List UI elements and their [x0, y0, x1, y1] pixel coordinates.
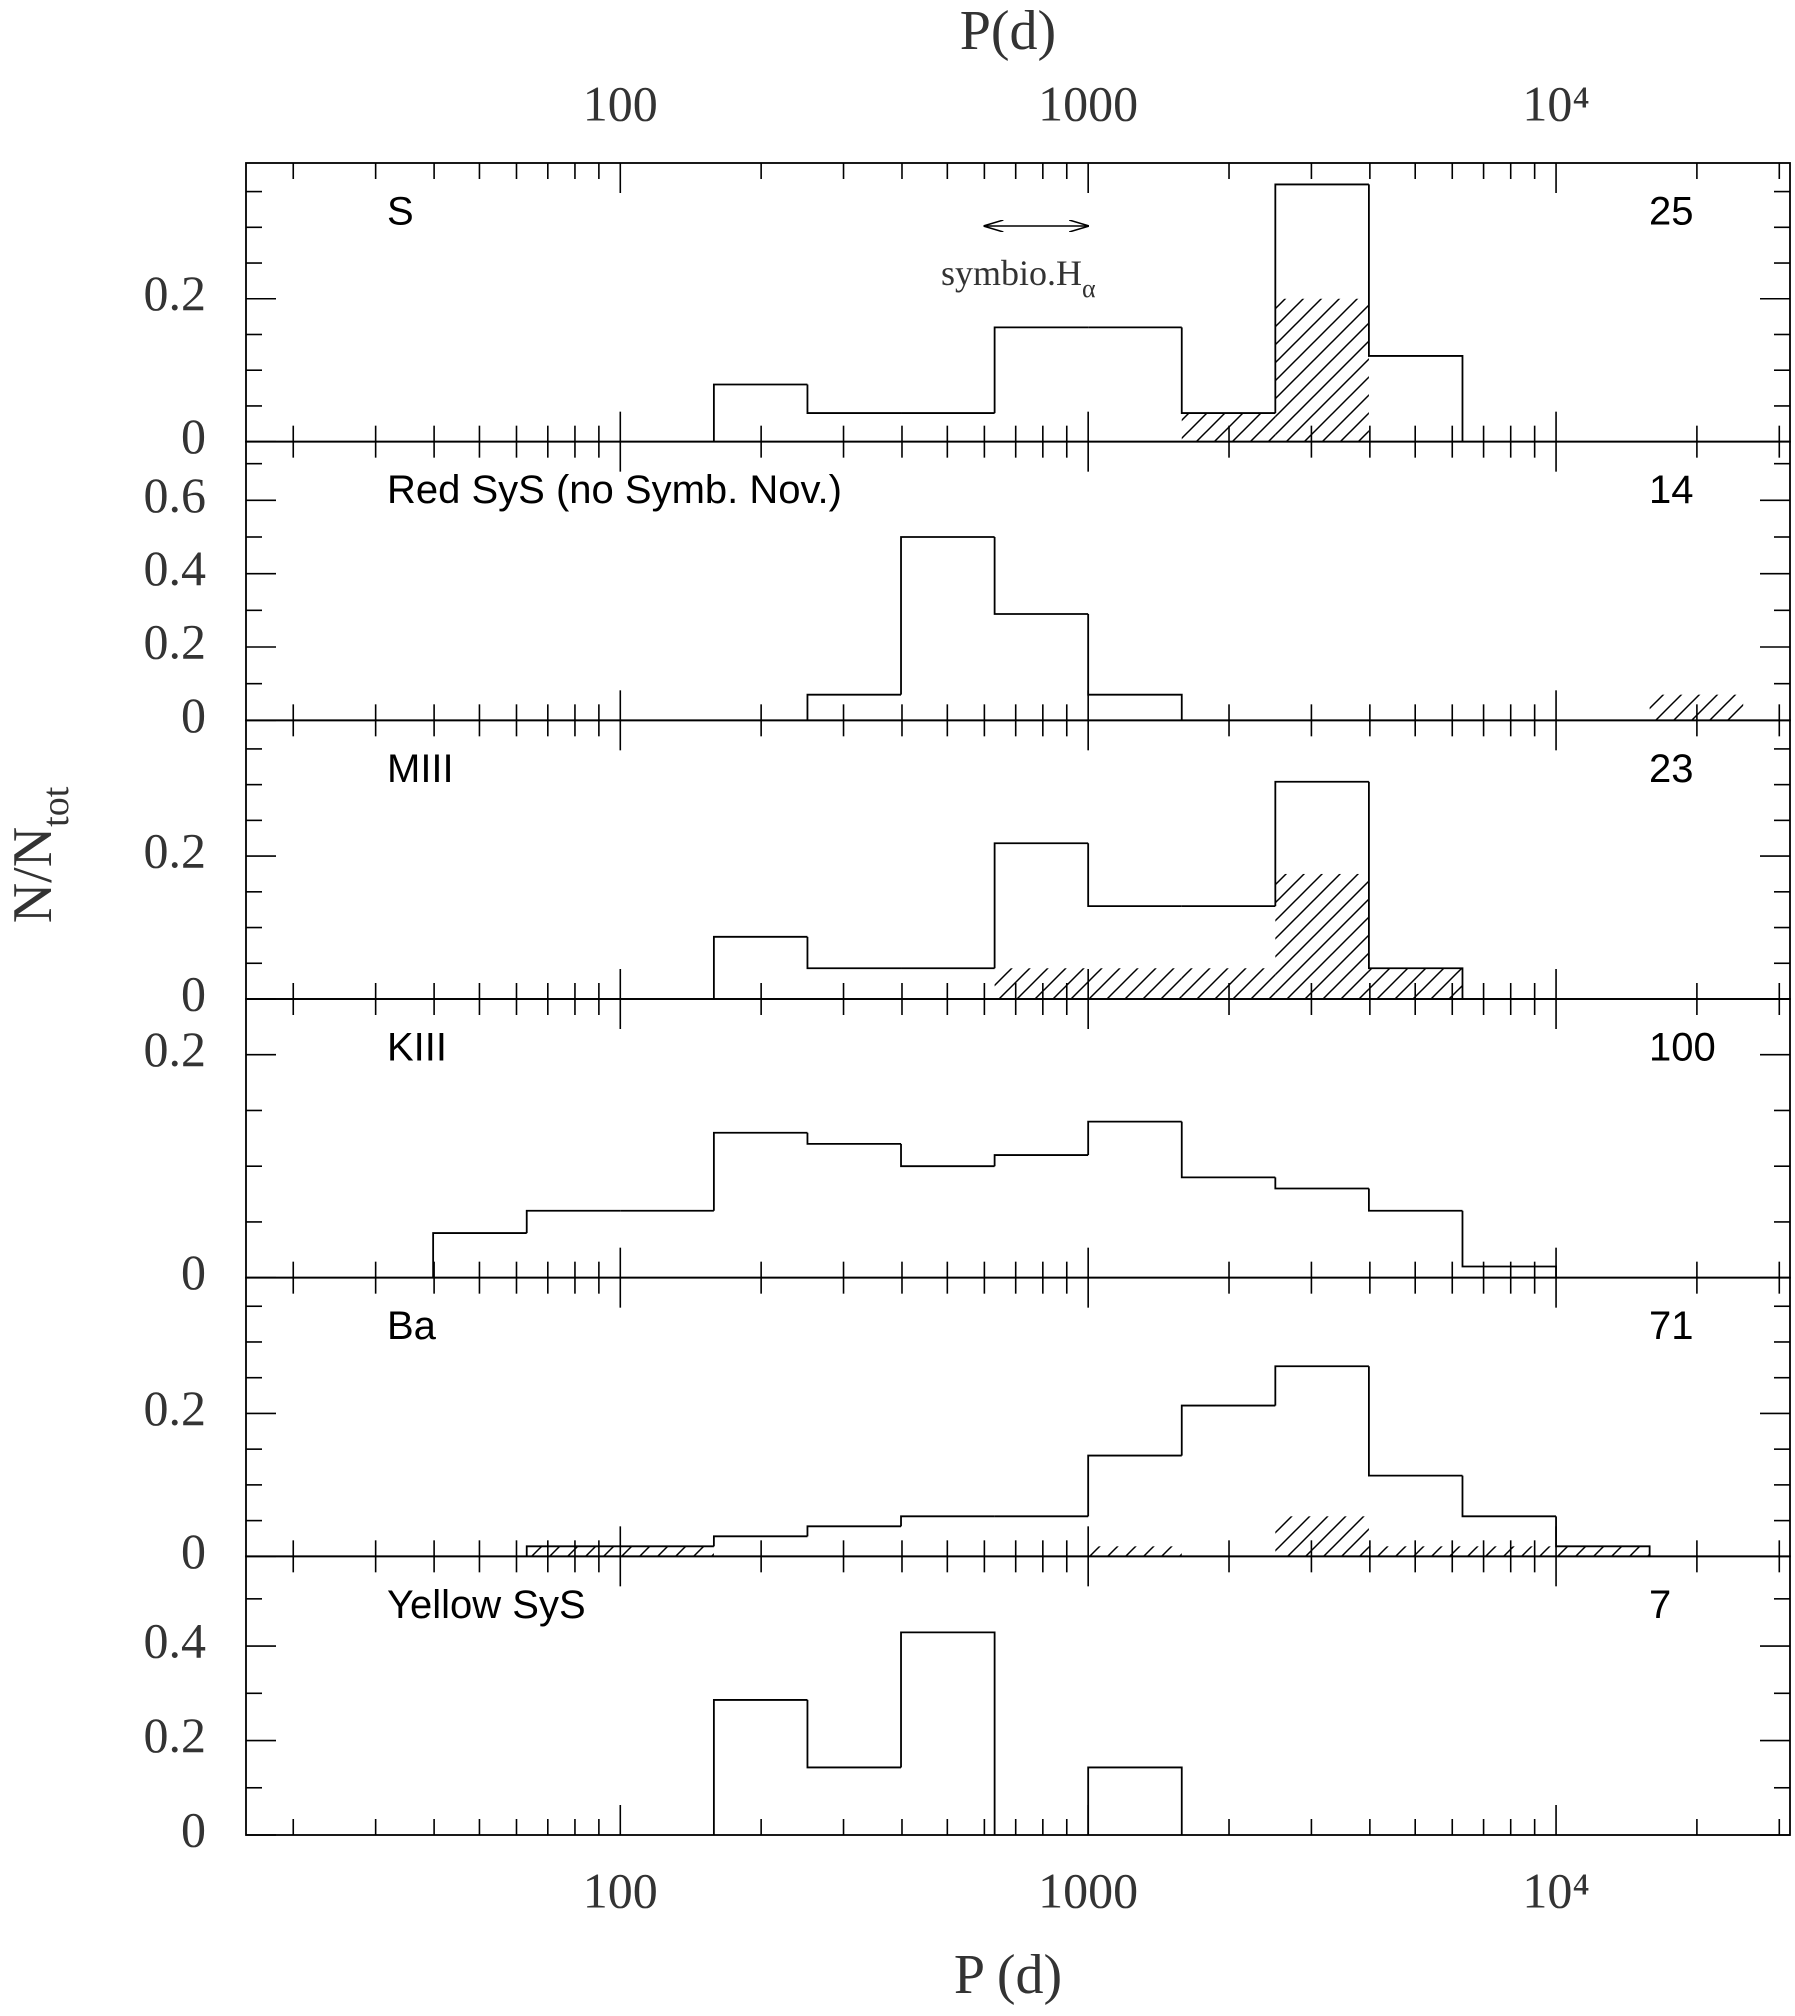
panel-label: Red SyS (no Symb. Nov.)	[387, 468, 842, 512]
y-axis-title: N/Ntot	[2, 786, 77, 923]
y-tick-label: 0.4	[144, 540, 207, 596]
panel-frame	[245, 1276, 1791, 1558]
x-axis-title-top: P(d)	[960, 0, 1056, 62]
bar	[806, 384, 902, 414]
bar	[900, 536, 995, 695]
bar	[993, 326, 1089, 414]
y-tick-label: 0.2	[144, 265, 207, 321]
x-axis-title: P (d)	[954, 1944, 1062, 2006]
bar	[806, 1132, 902, 1145]
bar	[900, 1143, 995, 1168]
x-tick-label-top: 100	[583, 75, 658, 131]
bar	[712, 383, 808, 442]
bar	[900, 1631, 996, 1835]
bar	[1274, 1177, 1369, 1190]
hatched-bar	[1275, 298, 1369, 442]
panel-label: Ba	[387, 1304, 437, 1348]
bar	[712, 1699, 808, 1835]
y-tick-label: 0	[181, 1801, 206, 1857]
bar	[712, 1131, 808, 1211]
hatched-bar	[1088, 1546, 1182, 1557]
y-tick-label: 0	[181, 1523, 206, 1579]
y-tick-label: 0.2	[144, 1021, 207, 1077]
y-axis-title-main: N/N	[2, 827, 64, 923]
bar	[525, 1209, 621, 1234]
panel-frame	[245, 162, 1791, 443]
bar	[1180, 1121, 1276, 1179]
y-axis-title-sub: tot	[35, 786, 77, 827]
hatched-bar	[1462, 1546, 1557, 1557]
bar	[1274, 1365, 1369, 1406]
bar	[1180, 327, 1276, 414]
y-tick-label: 0	[181, 408, 206, 464]
x-tick-label: 1000	[1038, 1862, 1138, 1918]
hatched-bar	[1275, 1516, 1369, 1557]
bar	[525, 1545, 621, 1557]
annotation-sub: α	[1082, 274, 1096, 303]
hatched-bar	[1556, 1546, 1650, 1557]
hatched-bar	[1275, 873, 1369, 999]
bar	[1180, 1404, 1276, 1456]
hatched-bar	[620, 1546, 714, 1557]
bar	[1368, 1366, 1463, 1477]
hatched-bar	[526, 1546, 621, 1557]
bar	[900, 1515, 995, 1527]
y-tick-label: 0	[181, 687, 206, 743]
panel-count: 25	[1649, 190, 1694, 234]
panel-label: S	[387, 190, 414, 234]
panel-count: 23	[1649, 747, 1694, 791]
y-tick-label: 0.2	[144, 1380, 207, 1436]
annotation-text: symbio.H	[941, 253, 1082, 293]
panel-frame	[245, 1555, 1791, 1836]
bar	[993, 537, 1089, 615]
bar	[993, 1154, 1089, 1167]
panel-count: 100	[1649, 1026, 1716, 1070]
panel-frame	[245, 998, 1791, 1279]
y-tick-label: 0	[181, 965, 206, 1021]
x-tick-label: 100	[583, 1862, 658, 1918]
panel-label: Yellow SyS	[387, 1583, 586, 1627]
bar	[1274, 780, 1369, 907]
bar	[1461, 1210, 1557, 1278]
x-tick-label: 10⁴	[1522, 1862, 1589, 1918]
panel-count: 7	[1649, 1583, 1671, 1627]
bar	[806, 936, 902, 970]
y-tick-label: 0.2	[144, 613, 207, 669]
hatched-bar	[1088, 968, 1182, 999]
bar	[806, 1699, 902, 1769]
x-tick-label-top: 10⁴	[1522, 75, 1589, 131]
bar	[1368, 1188, 1463, 1212]
bar	[432, 1232, 527, 1278]
panel-count: 14	[1649, 468, 1694, 512]
bar	[1087, 1454, 1182, 1517]
annotation: symbio.Hα	[941, 253, 1096, 303]
panel-frame	[245, 719, 1791, 1000]
hatched-bar	[994, 968, 1089, 999]
panel-count: 71	[1649, 1304, 1694, 1348]
bar	[1461, 1475, 1557, 1518]
y-tick-label: 0.2	[144, 823, 207, 879]
bar	[1087, 1766, 1183, 1835]
bar	[993, 842, 1089, 969]
bar	[712, 1535, 808, 1547]
panel-label: MIII	[387, 747, 454, 791]
y-tick-label: 0.2	[144, 1707, 207, 1763]
bar	[1087, 843, 1182, 908]
bar	[1368, 781, 1464, 999]
panel-label: KIII	[387, 1026, 447, 1070]
bar	[1368, 184, 1464, 442]
y-tick-label: 0.4	[144, 1613, 207, 1669]
bar	[1087, 614, 1183, 721]
bar	[1087, 1120, 1182, 1156]
bar	[806, 1525, 902, 1537]
y-tick-label: 0	[181, 1244, 206, 1300]
bar	[806, 693, 902, 721]
y-tick-label: 0.6	[144, 467, 207, 523]
x-tick-label-top: 1000	[1038, 75, 1138, 131]
bar	[1274, 183, 1369, 414]
bar	[712, 935, 808, 999]
